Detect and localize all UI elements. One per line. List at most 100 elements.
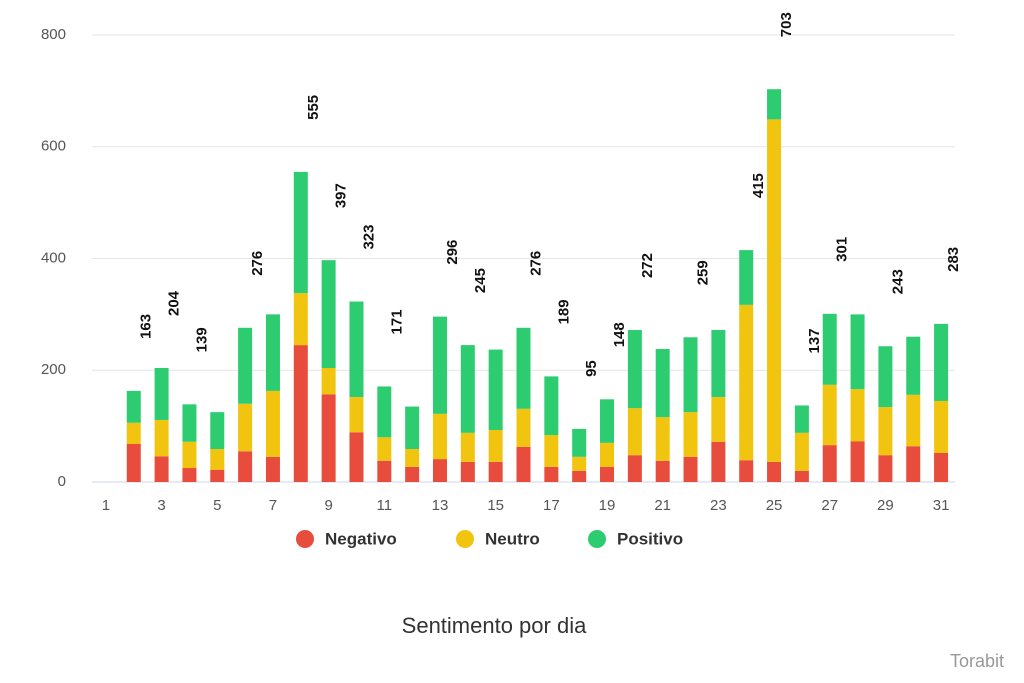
bar-segment	[711, 441, 726, 482]
bar-segment	[655, 417, 670, 461]
y-tick-label: 200	[41, 361, 66, 378]
legend-label: Negativo	[325, 529, 397, 548]
bar-segment	[655, 349, 670, 418]
legend-marker	[296, 530, 314, 548]
total-label: 296	[444, 240, 461, 265]
x-tick-label: 27	[821, 497, 838, 514]
total-label: 95	[583, 360, 600, 377]
bar-segment	[572, 456, 587, 471]
bar-segment	[822, 445, 837, 482]
x-tick-label: 11	[377, 497, 393, 514]
total-label: 397	[333, 183, 350, 208]
bar-segment	[627, 408, 642, 456]
bar-segment	[572, 428, 587, 457]
bar-segment	[126, 390, 141, 423]
bar-segment	[627, 455, 642, 482]
bar-segment	[182, 404, 197, 442]
bar-segment	[432, 413, 447, 460]
credit: Torabit	[950, 651, 1004, 671]
bar-segment	[488, 349, 503, 431]
bar-segment	[460, 345, 475, 433]
bar-segment	[739, 250, 754, 305]
x-tick-label: 23	[710, 497, 727, 514]
x-tick-label: 19	[599, 497, 616, 514]
bar-segment	[683, 456, 698, 482]
total-label: 137	[806, 328, 823, 353]
bar-segment	[544, 435, 559, 467]
bar-segment	[377, 460, 392, 482]
bar-segment	[154, 419, 169, 457]
bar-segment	[293, 293, 308, 346]
y-tick-label: 0	[58, 473, 66, 490]
x-tick-label: 9	[324, 497, 332, 514]
total-label: 415	[750, 173, 767, 198]
total-label: 243	[889, 269, 906, 294]
bar-segment	[655, 460, 670, 482]
bar-segment	[210, 469, 225, 482]
bar-segment	[878, 455, 893, 482]
bar-segment	[210, 412, 225, 450]
bar-segment	[739, 304, 754, 461]
total-label: 189	[555, 299, 572, 324]
bar-segment	[683, 412, 698, 457]
x-tick-label: 17	[543, 497, 560, 514]
bar-segment	[432, 459, 447, 482]
bar-segment	[878, 346, 893, 408]
bar-segment	[600, 466, 615, 482]
total-label: 148	[611, 322, 628, 347]
x-tick-label: 13	[432, 497, 449, 514]
y-tick-label: 600	[41, 138, 66, 155]
bar-segment	[126, 422, 141, 445]
bar-segment	[767, 89, 782, 120]
bar-segment	[210, 449, 225, 470]
bar-segment	[850, 389, 865, 442]
total-label: 301	[834, 237, 851, 262]
bar-segment	[154, 456, 169, 482]
bar-segment	[349, 432, 364, 482]
bar-segment	[321, 260, 336, 369]
chart-title: Sentimento por dia	[402, 613, 587, 638]
bar-segment	[794, 470, 809, 482]
x-tick-label: 25	[766, 497, 783, 514]
legend-marker	[456, 530, 474, 548]
total-label: 163	[138, 314, 155, 339]
bar-segment	[377, 386, 392, 438]
bar-segment	[265, 456, 280, 482]
bar-segment	[349, 301, 364, 398]
bar-segment	[349, 397, 364, 433]
bar-segment	[767, 461, 782, 482]
bar-segment	[600, 399, 615, 443]
bar-segment	[405, 406, 420, 450]
bar-segment	[238, 451, 253, 482]
bar-segment	[460, 432, 475, 462]
bar-segment	[516, 446, 531, 482]
bar-segment	[600, 442, 615, 467]
total-label: 703	[778, 12, 795, 37]
total-label: 272	[639, 253, 656, 278]
x-tick-label: 5	[213, 497, 221, 514]
x-tick-label: 29	[877, 497, 894, 514]
bar-segment	[126, 444, 141, 482]
bar-segment	[627, 330, 642, 409]
bar-segment	[711, 397, 726, 442]
bar-segment	[154, 368, 169, 420]
total-label: 276	[249, 251, 266, 276]
bar-segment	[572, 470, 587, 482]
bar-segment	[432, 316, 447, 414]
bar-segment	[377, 437, 392, 461]
bar-segment	[265, 390, 280, 457]
total-label: 283	[945, 247, 962, 272]
bar-segment	[906, 336, 921, 395]
bar-segment	[683, 337, 698, 413]
bar-segment	[934, 400, 949, 453]
bar-segment	[321, 394, 336, 482]
x-tick-label: 31	[933, 497, 950, 514]
bar-segment	[460, 461, 475, 482]
bar-segment	[488, 430, 503, 462]
bar-segment	[850, 314, 865, 390]
total-label: 204	[166, 290, 183, 316]
bar-segment	[182, 441, 197, 469]
y-tick-label: 400	[41, 249, 66, 266]
bar-segment	[767, 119, 782, 462]
